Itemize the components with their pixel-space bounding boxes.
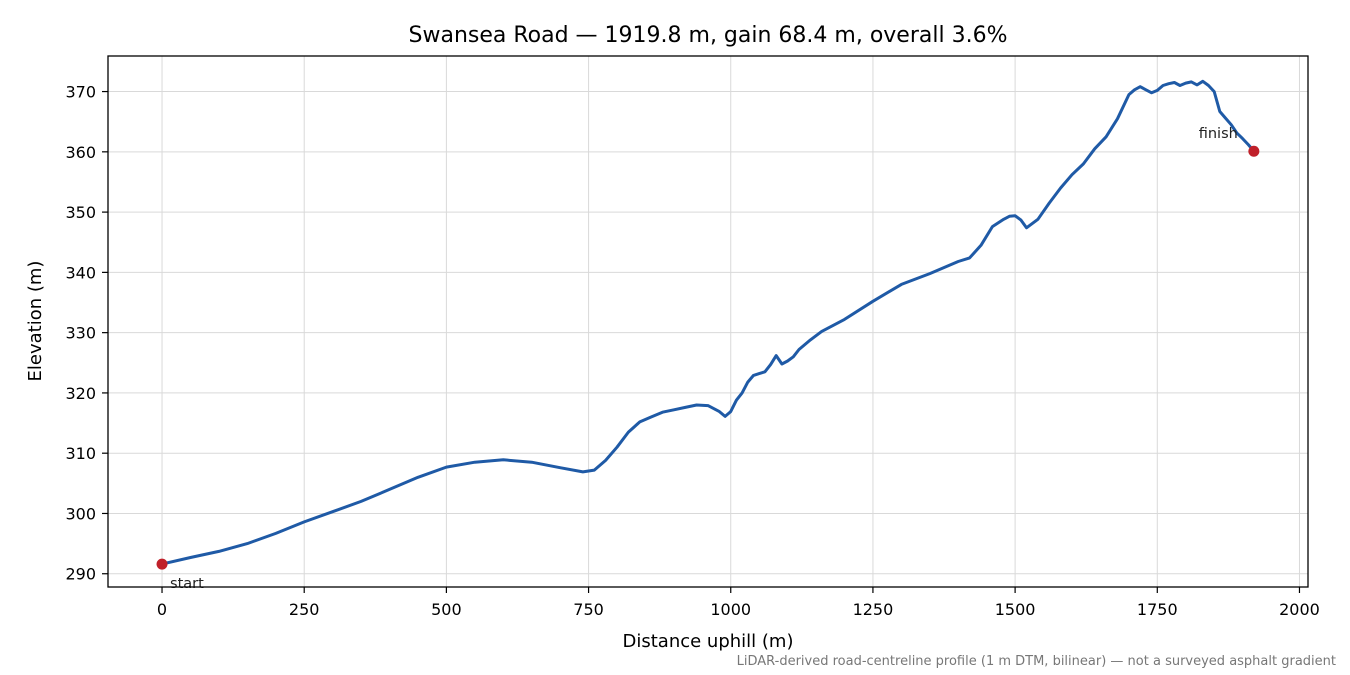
y-tick-label: 340 bbox=[65, 263, 96, 282]
y-tick-label: 370 bbox=[65, 83, 96, 102]
y-tick-label: 360 bbox=[65, 143, 96, 162]
x-tick-label: 1750 bbox=[1137, 600, 1178, 619]
y-tick-label: 300 bbox=[65, 504, 96, 523]
y-tick-label: 330 bbox=[65, 324, 96, 343]
x-tick-label: 250 bbox=[289, 600, 320, 619]
y-tick-label: 290 bbox=[65, 565, 96, 584]
finish-annotation: finish bbox=[1199, 126, 1238, 142]
x-axis-ticks: 0 250 500 750 1000 1250 1500 1750 2000 bbox=[157, 587, 1320, 619]
x-tick-label: 2000 bbox=[1279, 600, 1320, 619]
start-annotation: start bbox=[170, 576, 204, 592]
elevation-series-line bbox=[161, 79, 1256, 566]
y-tick-label: 350 bbox=[65, 203, 96, 222]
footnote: LiDAR-derived road-centreline profile (1… bbox=[737, 654, 1336, 669]
finish-marker bbox=[1248, 145, 1260, 157]
x-tick-label: 0 bbox=[157, 600, 167, 619]
plot-frame bbox=[107, 55, 1309, 588]
x-tick-label: 500 bbox=[431, 600, 462, 619]
y-tick-label: 320 bbox=[65, 384, 96, 403]
chart-title: Swansea Road — 1919.8 m, gain 68.4 m, ov… bbox=[409, 23, 1008, 48]
x-axis-label: Distance uphill (m) bbox=[623, 631, 794, 652]
x-tick-label: 750 bbox=[573, 600, 604, 619]
x-tick-label: 1000 bbox=[710, 600, 751, 619]
start-marker bbox=[156, 558, 168, 570]
y-axis-ticks: 290 300 310 320 330 340 350 360 370 bbox=[65, 83, 108, 584]
x-tick-label: 1250 bbox=[853, 600, 894, 619]
y-axis-label: Elevation (m) bbox=[25, 261, 46, 382]
y-tick-label: 310 bbox=[65, 444, 96, 463]
grid-lines bbox=[108, 56, 1308, 587]
x-tick-label: 1500 bbox=[995, 600, 1036, 619]
